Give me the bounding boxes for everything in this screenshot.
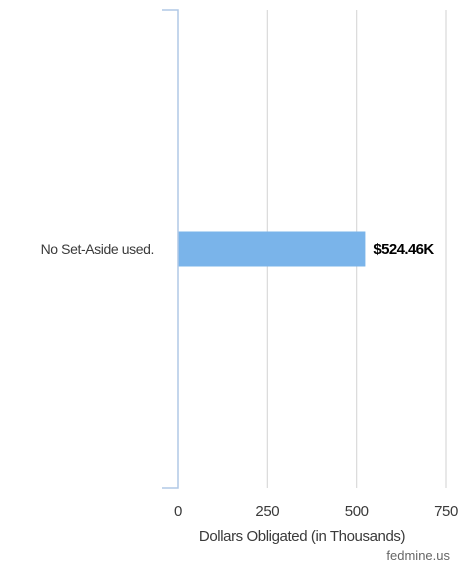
- x-tick-labels: 0 250 500 750: [174, 503, 458, 520]
- x-tick-label: 750: [434, 503, 458, 520]
- data-labels: $524.46K: [373, 241, 435, 258]
- x-tick-label: 0: [174, 503, 182, 520]
- x-axis-title: Dollars Obligated (in Thousands): [199, 528, 406, 545]
- watermark-text: fedmine.us: [386, 548, 450, 563]
- category-label: No Set-Aside used.: [41, 241, 154, 257]
- x-tick-label: 500: [345, 503, 369, 520]
- y-axis-bracket: [162, 9, 179, 489]
- category-labels: No Set-Aside used.: [41, 241, 155, 257]
- bars: [178, 231, 366, 267]
- data-label: $524.46K: [373, 241, 434, 258]
- x-tick-label: 250: [255, 503, 279, 520]
- bar: [178, 231, 366, 267]
